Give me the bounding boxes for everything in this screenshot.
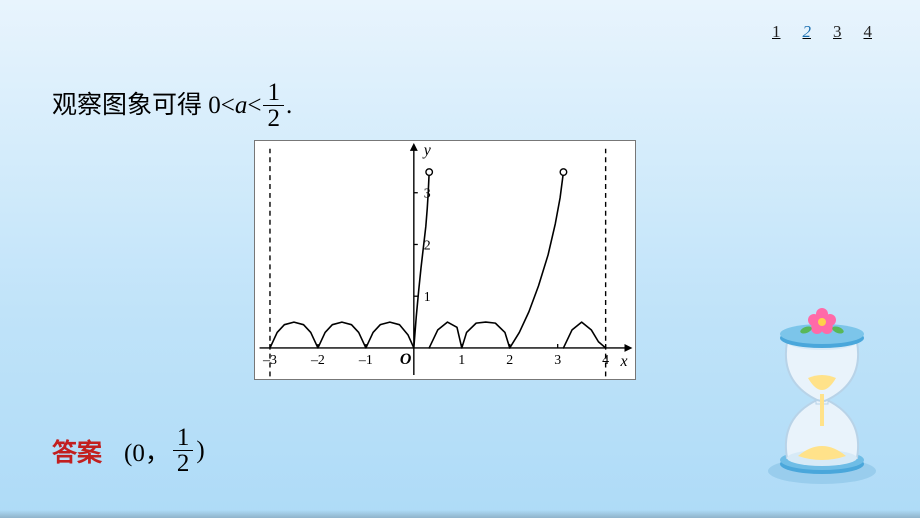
slide-pager: 1 2 3 4: [772, 22, 872, 42]
svg-text:4: 4: [602, 353, 609, 368]
sentence-prefix: 观察图象可得: [52, 92, 208, 119]
hourglass-decoration: [752, 308, 892, 488]
answer-fraction: 1 2: [173, 425, 194, 476]
observation-sentence: 观察图象可得 0<a<12.: [52, 82, 292, 133]
chart-svg: –3–2–11234123xyO: [255, 141, 635, 379]
fraction-one-half: 12: [263, 80, 284, 131]
svg-text:O: O: [400, 351, 411, 368]
svg-text:y: y: [422, 142, 432, 159]
math-tail: .: [286, 92, 292, 119]
math-left: 0<: [208, 92, 235, 119]
answer-open: (0，: [124, 433, 170, 469]
svg-text:–1: –1: [358, 353, 373, 368]
pager-item-1[interactable]: 1: [772, 22, 781, 42]
function-graph: –3–2–11234123xyO: [254, 140, 636, 380]
pager-item-4[interactable]: 4: [864, 22, 873, 42]
svg-text:x: x: [620, 353, 628, 370]
footer-shadow: [0, 510, 920, 518]
svg-text:1: 1: [424, 290, 431, 305]
answer-label: 答案: [52, 433, 102, 469]
svg-text:–2: –2: [310, 353, 325, 368]
svg-text:–3: –3: [262, 353, 277, 368]
answer-close: ): [196, 437, 204, 465]
svg-text:1: 1: [458, 353, 465, 368]
math-var-a: a: [235, 92, 248, 119]
math-mid: <: [247, 92, 261, 119]
pager-item-3[interactable]: 3: [833, 22, 842, 42]
pager-item-2[interactable]: 2: [803, 22, 812, 42]
answer-line: 答案 (0， 1 2 ): [52, 425, 205, 476]
svg-text:3: 3: [554, 353, 561, 368]
svg-text:2: 2: [506, 353, 513, 368]
answer-value: (0， 1 2 ): [124, 425, 205, 476]
